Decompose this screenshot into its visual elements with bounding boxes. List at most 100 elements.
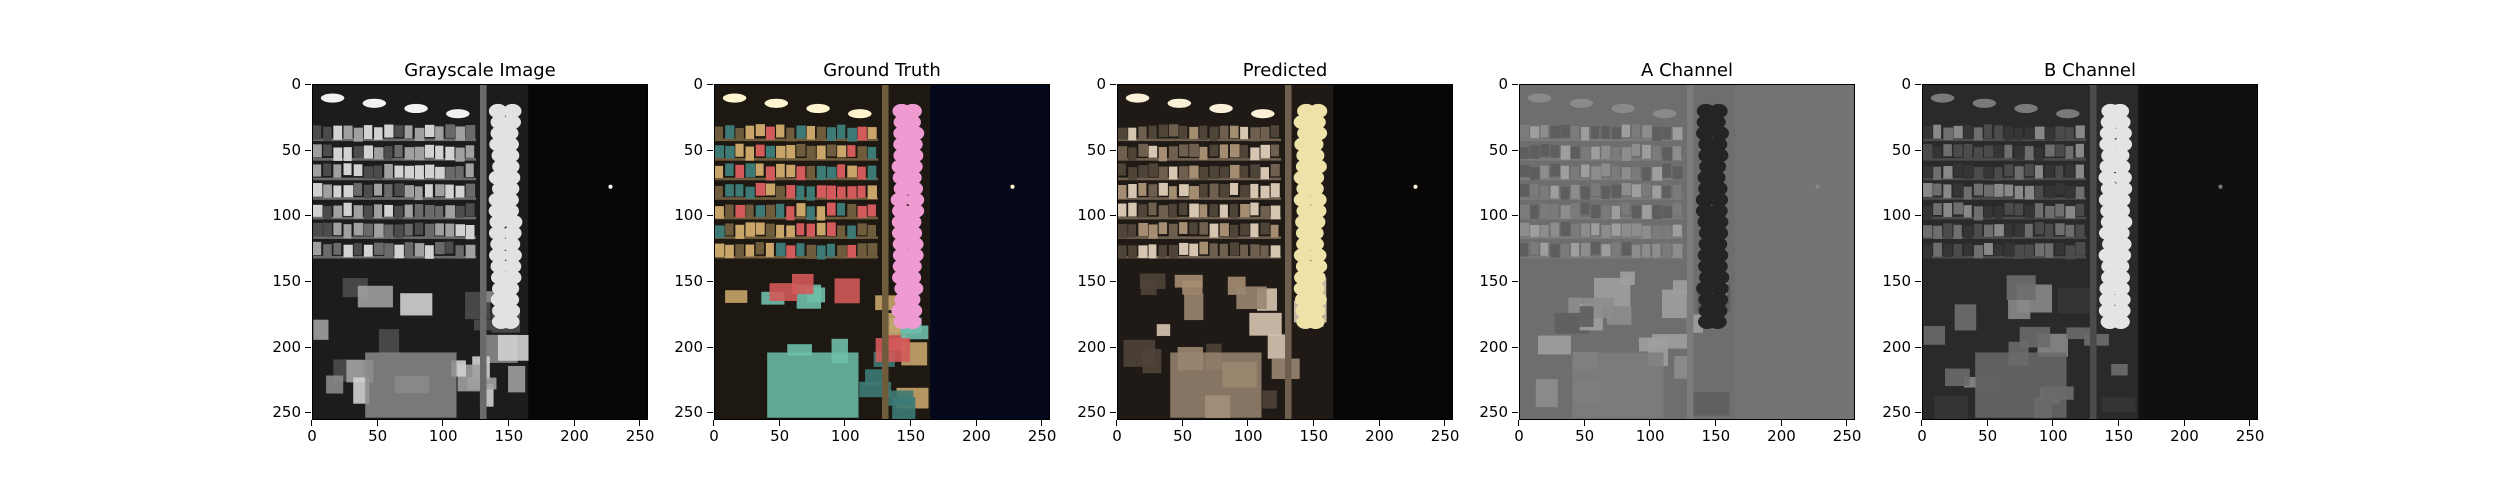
product-box	[1662, 185, 1671, 199]
product-box	[1199, 222, 1208, 235]
product-box	[2004, 126, 2014, 141]
cotton-candy-bag	[502, 170, 521, 185]
product-box	[1270, 144, 1280, 157]
cotton-candy-bag	[903, 103, 922, 119]
cotton-candy-bag	[501, 181, 520, 196]
y-tick-label: 50	[1066, 141, 1116, 159]
cotton-candy-bag	[1710, 148, 1729, 163]
x-tick-label: 200	[1762, 420, 1802, 445]
product-box	[857, 185, 866, 198]
display-item	[1693, 392, 1730, 416]
cotton-candy-bag	[905, 203, 925, 219]
product-box	[445, 223, 455, 237]
product-box	[2075, 203, 2085, 216]
cotton-candy-bag	[502, 115, 521, 130]
product-box	[1530, 145, 1540, 159]
product-box	[1128, 167, 1138, 180]
cotton-candy-bag	[1307, 115, 1326, 130]
product-box	[2034, 185, 2044, 200]
product-box	[745, 146, 754, 161]
x-tick-label: 0	[1499, 420, 1539, 445]
product-box	[755, 163, 764, 176]
cotton-candy-bag	[501, 303, 521, 318]
product-box	[1963, 186, 1972, 200]
product-box	[2014, 244, 2025, 259]
image-content	[1520, 85, 1854, 419]
x-tick-label: 250	[1827, 420, 1867, 445]
cotton-candy-bag	[2112, 115, 2131, 130]
product-box	[1148, 202, 1157, 216]
ceiling-light	[1653, 109, 1677, 119]
product-box	[1642, 144, 1651, 159]
x-tick-label: 50	[1968, 420, 2008, 445]
product-box	[847, 145, 856, 157]
product-box	[1601, 186, 1610, 199]
product-box	[1229, 182, 1239, 195]
door-frame	[1285, 85, 1292, 419]
cotton-candy-bag	[1709, 292, 1729, 307]
ceiling-light	[320, 93, 345, 103]
product-box	[1158, 166, 1168, 180]
product-box	[816, 206, 826, 221]
product-box	[1209, 166, 1219, 179]
product-box	[1520, 243, 1528, 257]
cotton-candy-bag	[903, 170, 922, 185]
product-box	[1570, 243, 1580, 257]
display-item	[1674, 355, 1691, 379]
product-box	[2024, 244, 2034, 259]
ceiling-light	[848, 109, 872, 119]
product-box	[424, 245, 434, 259]
product-box	[1189, 143, 1199, 157]
product-box	[1250, 164, 1261, 179]
image-content	[715, 85, 1049, 419]
product-box	[1621, 124, 1631, 138]
product-box	[2024, 204, 2035, 219]
product-box	[455, 166, 464, 180]
display-item	[769, 283, 798, 302]
subplot-title: B Channel	[2044, 60, 2136, 81]
product-box	[1219, 125, 1229, 139]
display-item	[1262, 390, 1277, 409]
product-box	[1601, 125, 1610, 139]
product-box	[755, 124, 765, 137]
product-box	[374, 147, 384, 160]
display-item	[1267, 334, 1287, 359]
product-box	[715, 225, 725, 238]
product-box	[1270, 183, 1280, 198]
product-box	[1189, 222, 1198, 235]
product-box	[1260, 205, 1270, 219]
product-box	[1158, 222, 1168, 235]
x-tick-label: 100	[2033, 420, 2073, 445]
product-box	[857, 126, 867, 141]
product-box	[1530, 166, 1540, 180]
cotton-candy-bag	[1307, 270, 1326, 285]
cotton-candy-bag	[2098, 170, 2117, 185]
product-box	[2045, 127, 2055, 141]
product-box	[1520, 204, 1530, 219]
x-tick-label: 150	[489, 420, 529, 445]
cotton-candy-bag	[1293, 192, 1313, 207]
product-box	[1270, 224, 1279, 238]
product-box	[333, 185, 342, 198]
product-box	[1642, 167, 1651, 181]
product-box	[404, 125, 413, 139]
product-box	[424, 184, 433, 198]
product-box	[353, 205, 363, 219]
product-box	[1540, 125, 1549, 138]
product-box	[2075, 164, 2084, 179]
product-box	[1973, 127, 1983, 141]
product-box	[1672, 146, 1682, 161]
ceiling-light	[722, 93, 747, 103]
product-box	[1179, 184, 1189, 197]
cotton-candy-bag	[1307, 303, 1326, 318]
product-box	[1179, 222, 1188, 234]
product-box	[374, 223, 384, 238]
product-box	[394, 165, 404, 178]
image-content	[1118, 85, 1452, 419]
product-box	[1933, 124, 1942, 139]
product-box	[837, 145, 847, 158]
product-box	[1994, 244, 2003, 257]
product-box	[313, 164, 322, 177]
product-box	[1179, 166, 1189, 180]
product-box	[1209, 243, 1218, 258]
